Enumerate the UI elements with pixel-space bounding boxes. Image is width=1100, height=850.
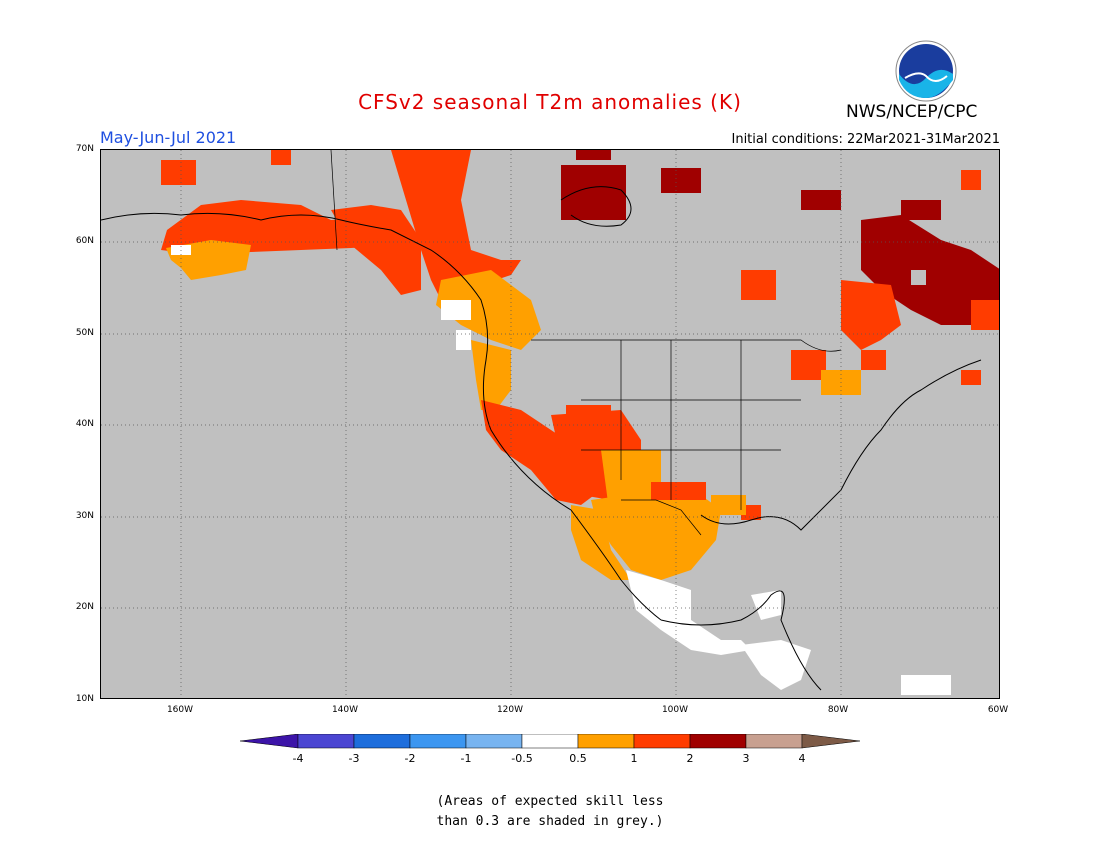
mexico-neutral (626, 570, 751, 655)
alaska-warm2-cap (271, 150, 291, 165)
lon-label-100w: 100W (661, 705, 689, 715)
colorbar-arrow-right (801, 734, 860, 749)
ontario-warm2 (741, 270, 776, 300)
colorbar-label-neg3: -3 (348, 752, 360, 765)
caribbean-neutral (901, 675, 951, 695)
canada-west-anomalies (331, 150, 541, 350)
colorbar-bin-9 (745, 734, 803, 749)
colorbar-arrow-left (240, 734, 299, 749)
lon-label-140w: 140W (331, 705, 359, 715)
bc-neutral (441, 300, 471, 320)
agency-label: NWS/NCEP/CPC (846, 102, 978, 122)
lakes-warm2 (791, 350, 826, 380)
east-warm2 (861, 350, 886, 370)
gulf-warm1 (571, 505, 631, 580)
footnote-line-1: (Areas of expected skill less (436, 794, 664, 809)
anomaly-map (100, 149, 1000, 699)
hudson-anomalies (561, 150, 776, 300)
lat-label-20n: 20N (75, 602, 94, 612)
lon-label-120w: 120W (496, 705, 524, 715)
labrador-warm2 (971, 300, 999, 330)
colorbar-label-pos3: 3 (742, 752, 750, 765)
lon-label-160w: 160W (166, 705, 194, 715)
yukon-warm2 (391, 150, 521, 300)
lat-label-30n: 30N (75, 511, 94, 521)
lat-label-50n: 50N (75, 328, 94, 338)
colorbar-bin-7 (633, 734, 691, 749)
lon-label-60w: 60W (987, 705, 1009, 715)
great-lakes-anomalies (791, 350, 981, 395)
colorbar-label-pos2: 2 (686, 752, 694, 765)
texas-warm1 (591, 490, 721, 580)
baffin-warm3 (661, 168, 701, 193)
colorbar-label-neg1: -1 (460, 752, 472, 765)
alaska-warm2-north (161, 160, 196, 185)
colorbar-label-pos4: 4 (798, 752, 806, 765)
ne-warm2 (961, 170, 981, 190)
texas-mexico-anomalies (571, 482, 761, 655)
louisiana-warm1 (711, 495, 746, 515)
hudson-cap-warm3 (576, 150, 611, 160)
colorbar-label-neg4: -4 (292, 752, 304, 765)
borders (330, 150, 842, 536)
quebec-warm3 (861, 215, 999, 325)
lon-label-80w: 80W (827, 705, 849, 715)
quebec-grey-island (911, 270, 926, 285)
footnote: (Areas of expected skill less than 0.3 a… (380, 792, 720, 832)
coastlines (101, 186, 982, 691)
colorbar-bin-6 (577, 734, 635, 749)
rockies-warm2 (566, 405, 611, 430)
lat-label-40n: 40N (75, 419, 94, 429)
colorbar-bin-8 (689, 734, 747, 749)
colorbar-bin-3 (409, 734, 467, 749)
plains-warm2 (651, 482, 706, 500)
greenland-warm3-b (901, 200, 941, 220)
chart-title: CFSv2 seasonal T2m anomalies (K) (358, 90, 742, 114)
footnote-line-2: than 0.3 are shaded in grey.) (436, 814, 664, 829)
pnw-warm1 (471, 340, 511, 410)
coast-neutral (456, 330, 471, 350)
east-warm2-b (961, 370, 981, 385)
color-bar (240, 734, 860, 749)
lat-label-60n: 60N (75, 236, 94, 246)
quebec-warm2 (841, 280, 901, 350)
colorbar-bin-1 (297, 734, 355, 749)
greenland-warm3 (801, 190, 841, 210)
central-america-anomalies (741, 590, 951, 695)
initial-conditions: Initial conditions: 22Mar2021-31Mar2021 (731, 132, 1001, 147)
west-us-anomalies (471, 340, 661, 530)
colorbar-bin-4 (465, 734, 523, 749)
colorbar-bin-2 (353, 734, 411, 749)
colorbar-label-pos1: 1 (630, 752, 638, 765)
colorbar-bin-5 (521, 734, 579, 749)
quebec-anomalies (801, 170, 999, 350)
noaa-logo-icon (895, 40, 957, 102)
season-label: May-Jun-Jul 2021 (100, 128, 237, 147)
central-neutral (741, 640, 811, 690)
map-canvas (101, 150, 999, 698)
yucatan-neutral (751, 590, 781, 620)
colorbar-label-pos05: 0.5 (569, 752, 587, 765)
lat-label-70n: 70N (75, 144, 94, 154)
colorbar-label-neg2: -2 (404, 752, 416, 765)
lat-label-10n: 10N (75, 694, 94, 704)
colorbar-label-neg05: -0.5 (511, 752, 533, 765)
hudson-warm3 (561, 165, 626, 220)
bc-warm2 (331, 205, 421, 295)
bc-warm1 (436, 270, 541, 350)
